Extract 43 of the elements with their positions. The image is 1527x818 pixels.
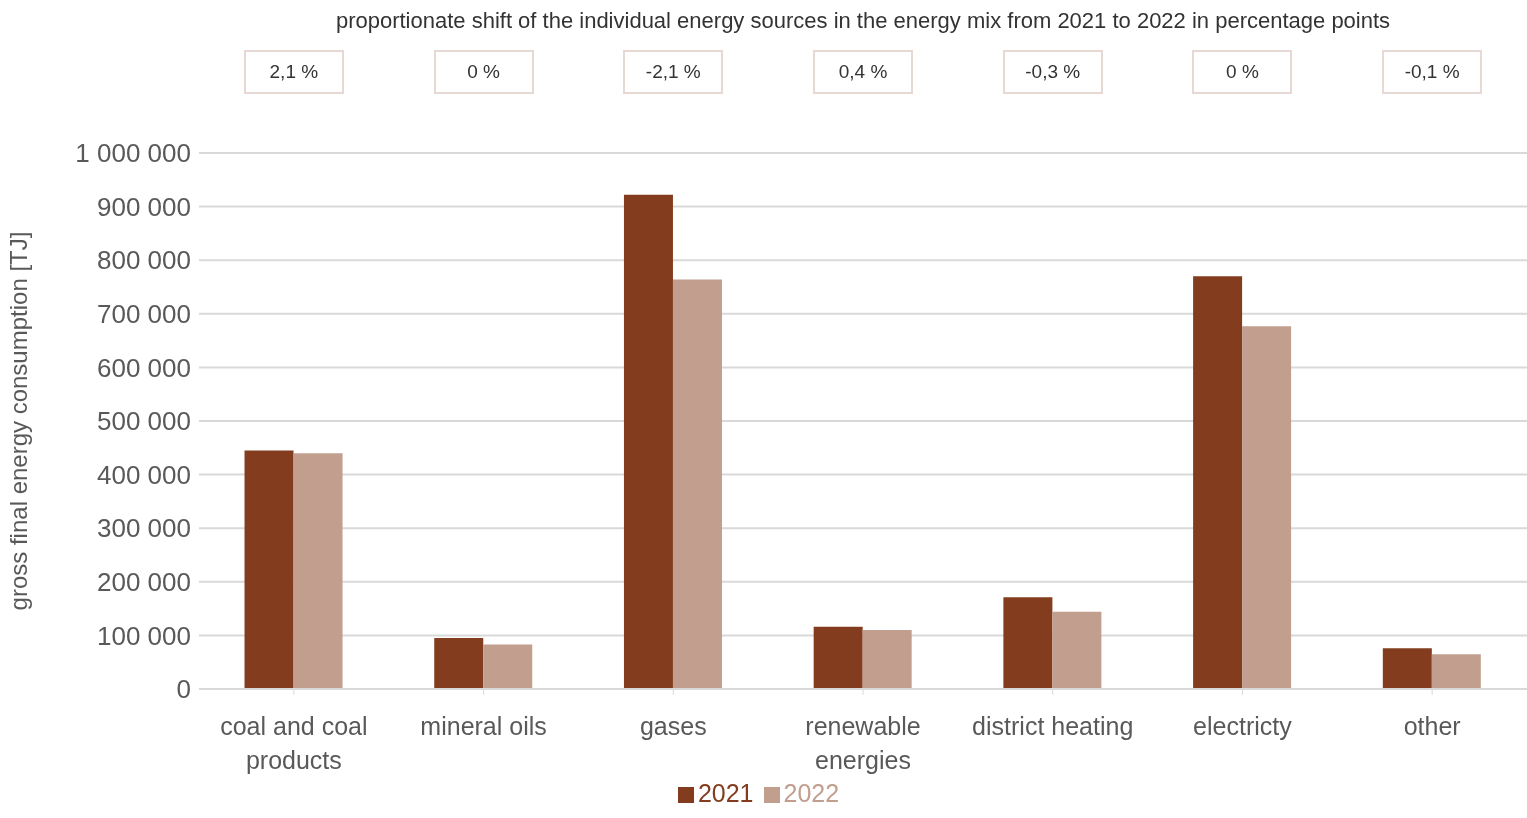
bar [293, 453, 343, 689]
text: 0,4 % [813, 50, 913, 94]
y-tick-label: 600 000 [97, 352, 191, 383]
bar [1431, 654, 1481, 689]
bar [483, 644, 533, 689]
bar [434, 638, 484, 689]
x-tick-label: renewable energies [805, 712, 921, 774]
x-tick-label: coal and coal products [220, 712, 368, 774]
bar [244, 450, 294, 689]
y-tick-label: 0 [176, 674, 191, 705]
y-tick-label: 800 000 [97, 245, 191, 276]
bar [672, 279, 722, 689]
bar [1003, 597, 1053, 689]
x-tick-label: other [1403, 712, 1461, 740]
text: -2,1 % [623, 50, 724, 94]
y-tick-label: 500 000 [97, 406, 191, 437]
y-tick-label: 400 000 [97, 459, 191, 490]
bar [813, 626, 863, 689]
y-tick-label: 200 000 [97, 567, 191, 598]
bar [623, 194, 673, 689]
legend-label: 2021 [697, 779, 754, 807]
chart-title: proportionate shift of the individual energy sources in the energy mix from 2021 to 2022 in percentage points [334, 8, 1392, 34]
text: 0 % [433, 50, 534, 94]
y-tick-label: 700 000 [97, 299, 191, 330]
text: 2,1 % [243, 50, 344, 94]
y-tick-label: 900 000 [97, 191, 191, 222]
bar [1052, 611, 1102, 689]
y-tick-label: 100 000 [97, 620, 191, 651]
y-tick-label: 1 000 000 [75, 138, 191, 169]
x-tick-label: electricty [1193, 712, 1293, 740]
x-tick-label: district heating [972, 712, 1134, 740]
x-tick-label: gases [639, 712, 707, 740]
bar [1242, 326, 1292, 689]
legend-label: 2022 [783, 779, 840, 807]
y-tick-label: 300 000 [97, 513, 191, 544]
bar [1193, 276, 1243, 689]
text: -0,3 % [1002, 50, 1103, 94]
x-tick-label: mineral oils [420, 712, 547, 740]
bar [862, 630, 912, 689]
y-axis-title: gross final energy consumption [TJ] [4, 231, 32, 611]
bar [1382, 648, 1432, 689]
text: -0,1 % [1382, 50, 1483, 94]
text: 0 % [1192, 50, 1293, 94]
